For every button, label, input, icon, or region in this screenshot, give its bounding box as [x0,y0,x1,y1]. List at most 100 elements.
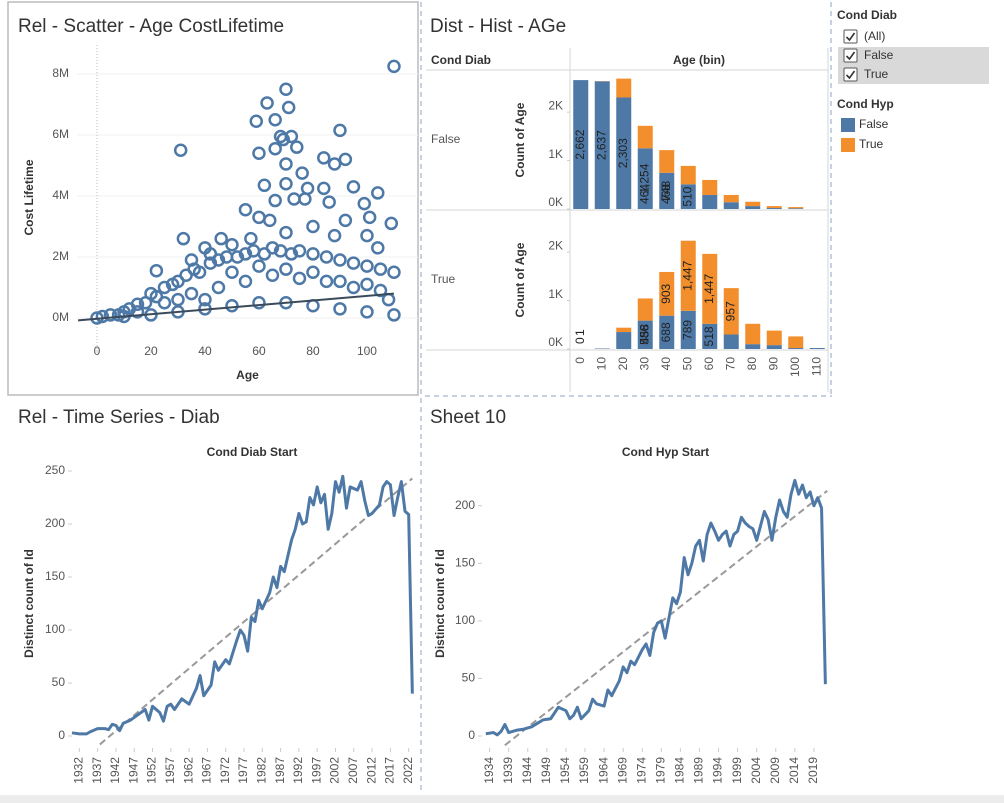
point [130,297,145,311]
x-tick-label: 1982 [254,757,268,784]
point [360,259,374,273]
point [260,96,274,110]
x-tick-label: 2017 [383,757,397,784]
bar-segment [745,201,761,207]
filter-list[interactable]: (All) False True False True [841,29,894,152]
checkbox[interactable] [843,29,858,44]
y-tick-label: 100 [455,613,475,627]
value-label: 468 [659,184,673,204]
point [360,228,374,243]
point [362,210,377,225]
value-label: 518 [702,326,716,346]
point [214,231,228,246]
point [268,193,282,208]
y-tick-label: 100 [45,622,65,636]
checkbox[interactable] [843,48,858,63]
point [279,177,293,191]
point [292,271,307,286]
x-tick-label: 1997 [309,757,323,784]
legend-label[interactable]: True [859,137,884,151]
point [284,247,299,261]
x-tick-label: 1932 [71,757,85,784]
bar-segment [723,288,739,335]
x-tick-label: 1979 [653,757,667,784]
bar-segment [766,208,782,209]
bar-segment [788,348,804,349]
bar-segment [637,298,653,321]
bar-segment [594,81,610,209]
point [346,180,361,194]
legend-label[interactable]: False [859,117,889,131]
point [276,132,291,147]
point [306,219,320,234]
legend-swatch[interactable] [841,138,855,152]
value-label: 464 [637,184,651,204]
point [238,202,253,217]
point [279,157,293,171]
point [287,192,301,206]
x-tick-label: 2019 [806,757,820,784]
check-mark[interactable] [845,51,856,61]
point [333,302,347,316]
checkbox[interactable] [843,67,858,82]
y-tick-label: 2K [548,238,563,252]
point [211,253,226,267]
bar-segment [659,315,675,349]
trend-line [99,477,413,746]
sheet-title: Dist - Hist - AGe [430,16,566,37]
y-axis-label: Cost Lifetime [22,159,36,235]
point [279,82,293,96]
x-tick-label: 1962 [181,757,195,784]
bar-segment [788,207,804,209]
point [317,151,331,165]
x-tick-label: 20 [616,357,630,371]
check-mark[interactable] [845,70,856,80]
x-tick-label: 1959 [577,757,591,784]
point [265,268,280,283]
point [252,295,266,310]
line [71,474,414,736]
point [244,231,258,246]
x-tick-label: 2012 [364,757,378,784]
point [252,146,266,161]
filter-item[interactable]: False [864,48,894,62]
x-axis-label: Age [236,368,259,382]
y-tick-label: 50 [462,671,476,685]
x-tick-label: 1994 [711,757,725,784]
y-tick-label: 2K [548,98,563,112]
selection-highlight [838,47,989,84]
bar-segment [659,150,675,173]
x-tick-label: 10 [594,357,608,371]
filter-item[interactable]: True [864,67,889,81]
point [184,286,199,301]
point [327,157,342,171]
x-tick-label: 1952 [145,757,159,784]
x-tick-label: 100 [357,344,377,358]
point [225,238,239,252]
bar-segment [723,202,739,209]
row-label: False [431,132,461,146]
y-tick-label: 6M [52,127,69,141]
point [317,181,331,196]
point [346,280,361,295]
value-label: 1,254 [637,163,651,193]
x-tick-label: 20 [144,344,158,358]
bar-segment [788,208,804,209]
sheet-title: Rel - Time Series - Diab [18,407,220,428]
bar-segment [745,323,761,345]
bar-segment [788,336,804,349]
check-mark[interactable] [845,32,856,42]
bar-segment [616,97,632,209]
column-header: Cond Hyp Start [622,445,709,459]
point [319,274,334,289]
value-label: 957 [723,301,737,321]
legend-swatch[interactable] [841,118,855,132]
bar-segment [616,327,632,333]
x-tick-label: 30 [637,357,651,371]
filter-item[interactable]: (All) [864,29,885,43]
x-tick-label: 1937 [90,757,104,784]
x-tick-label: 2007 [346,757,360,784]
point [171,292,185,307]
y-axis-label: Distinct count of Id [22,549,36,658]
value-label: 0 [573,337,587,344]
